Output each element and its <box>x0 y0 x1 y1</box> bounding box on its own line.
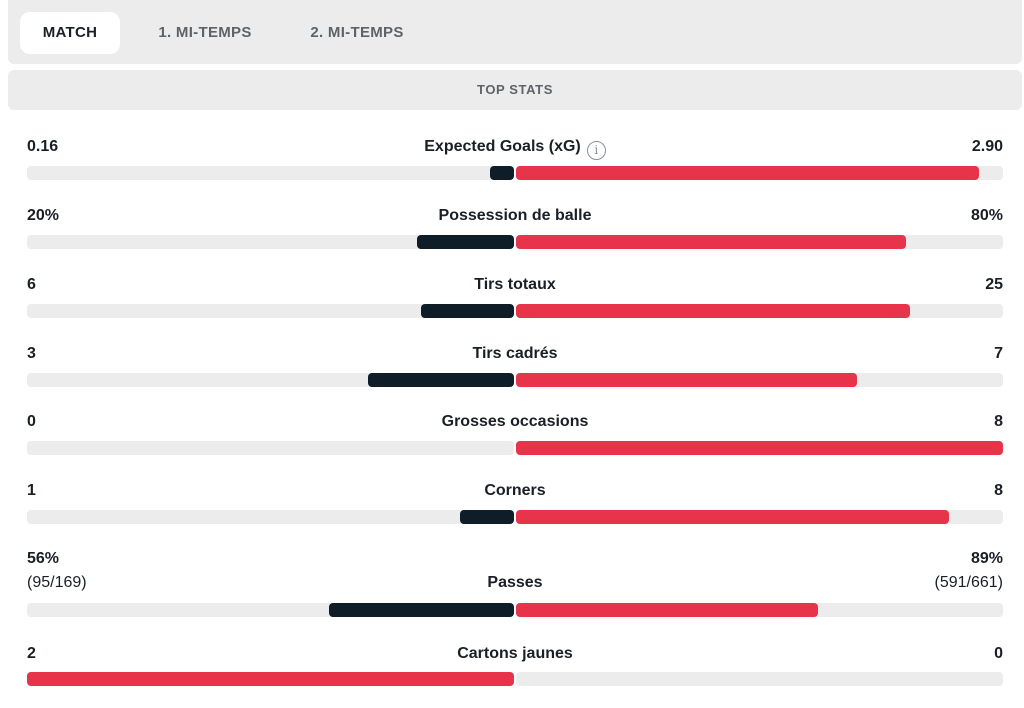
away-bar <box>516 510 949 524</box>
home-bar <box>329 603 514 617</box>
home-value: 2 <box>27 645 36 662</box>
away-value: 7 <box>994 345 1003 362</box>
stat-name: Cartons jaunes <box>457 645 573 662</box>
tab-first-half[interactable]: 1. MI-TEMPS <box>158 24 252 41</box>
home-bar <box>460 510 514 524</box>
stat-label: Expected Goals (xG) <box>424 138 581 155</box>
home-bar-track <box>27 373 514 387</box>
home-sub-value: (95/169) <box>27 574 87 591</box>
home-bar <box>421 304 514 318</box>
away-bar-track <box>516 373 1003 387</box>
away-bar <box>516 235 906 249</box>
section-header-top-stats: TOP STATS <box>8 70 1022 110</box>
away-bar <box>516 373 857 387</box>
away-value: 2.90 <box>971 138 1003 155</box>
away-value: 0 <box>994 645 1003 662</box>
away-value: 89% <box>970 550 1003 567</box>
away-bar-track <box>516 304 1003 318</box>
home-value: 0.16 <box>27 138 59 155</box>
home-value: 6 <box>27 276 36 293</box>
away-bar <box>516 603 818 617</box>
home-bar-track <box>27 166 514 180</box>
home-value: 0 <box>27 413 36 430</box>
home-bar-track <box>27 441 514 455</box>
home-bar-track <box>27 510 514 524</box>
home-bar <box>27 672 514 686</box>
stat-name: Possession de balle <box>438 207 592 224</box>
period-tabs: MATCH 1. MI-TEMPS 2. MI-TEMPS <box>8 0 1022 64</box>
tab-second-half[interactable]: 2. MI-TEMPS <box>310 24 404 41</box>
away-bar-track <box>516 510 1003 524</box>
home-bar-track <box>27 672 514 686</box>
home-value: 56% <box>27 550 60 567</box>
home-bar-track <box>27 235 514 249</box>
away-bar <box>516 166 979 180</box>
away-sub-value: (591/661) <box>934 574 1004 591</box>
home-bar-track <box>27 304 514 318</box>
home-bar-track <box>27 603 514 617</box>
home-bar <box>490 166 514 180</box>
home-value: 1 <box>27 482 36 499</box>
away-bar-track <box>516 166 1003 180</box>
away-bar-track <box>516 603 1003 617</box>
home-value: 20% <box>27 207 60 224</box>
stat-name: Grosses occasions <box>441 413 589 430</box>
away-value: 8 <box>994 413 1003 430</box>
away-bar <box>516 441 1003 455</box>
stat-name: Expected Goals (xG) i <box>0 138 1024 160</box>
info-icon[interactable]: i <box>586 141 606 160</box>
away-value: 8 <box>994 482 1003 499</box>
home-bar <box>368 373 514 387</box>
home-value: 3 <box>27 345 36 362</box>
away-bar-track <box>516 672 1003 686</box>
stat-name: Corners <box>484 482 546 499</box>
stat-name: Tirs cadrés <box>472 345 558 362</box>
away-bar <box>516 304 910 318</box>
stat-name: Tirs totaux <box>474 276 556 293</box>
away-bar-track <box>516 441 1003 455</box>
away-value: 80% <box>970 207 1003 224</box>
away-value: 25 <box>985 276 1003 293</box>
tab-match[interactable]: MATCH <box>20 12 120 54</box>
stat-name: Passes <box>487 574 543 591</box>
away-bar-track <box>516 235 1003 249</box>
home-bar <box>417 235 514 249</box>
